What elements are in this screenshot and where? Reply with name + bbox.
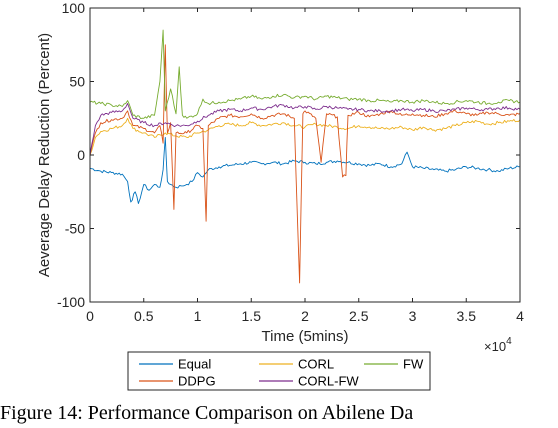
series-line-corl-fw [89,103,521,156]
y-tick-label: 0 [77,147,85,163]
legend-label-ddpg: DDPG [178,374,216,389]
x-exponent-power: 4 [506,336,512,347]
x-tick-label: 0.5 [134,308,154,324]
y-axis-label: Aeverage Delay Reduction (Percent) [36,33,53,277]
legend-label-corl: CORL [298,357,334,372]
series-line-corl [89,117,521,156]
legend-label-fw: FW [403,357,424,372]
legend: Equal CORL FW DDPG CORL-FW [127,351,431,391]
plot-area [90,8,520,302]
x-tick-label: 2 [301,308,309,324]
legend-label-equal: Equal [178,357,211,372]
x-tick-label: 3 [409,308,417,324]
y-tick-label: 50 [69,74,85,90]
y-tick-label: 100 [62,0,86,16]
x-tick-label: 2.5 [349,308,369,324]
x-axis-label: Time (5mins) [262,328,349,345]
x-tick-label: 3.5 [457,308,477,324]
series-line-equal [89,136,521,204]
x-tick-label: 1.5 [242,308,262,324]
ticks-layer: 0 0.5 1 1.5 2 2.5 3 3.5 4 -100 -50 0 50 100 [57,0,524,324]
legend-label-corl-fw: CORL-FW [298,374,359,389]
x-tick-label: 4 [516,308,524,324]
series-line-fw [89,29,521,120]
y-tick-label: -50 [65,221,85,237]
y-tick-label: -100 [57,294,85,310]
x-tick-label: 1 [194,308,202,324]
legend-box [127,351,431,391]
x-exponent-base: ×10 [484,339,506,354]
figure-caption: Figure 14: Performance Comparison on Abi… [0,402,414,424]
x-tick-label: 0 [86,308,94,324]
series-layer [89,29,521,284]
x-exponent-label: ×104 [484,336,512,354]
